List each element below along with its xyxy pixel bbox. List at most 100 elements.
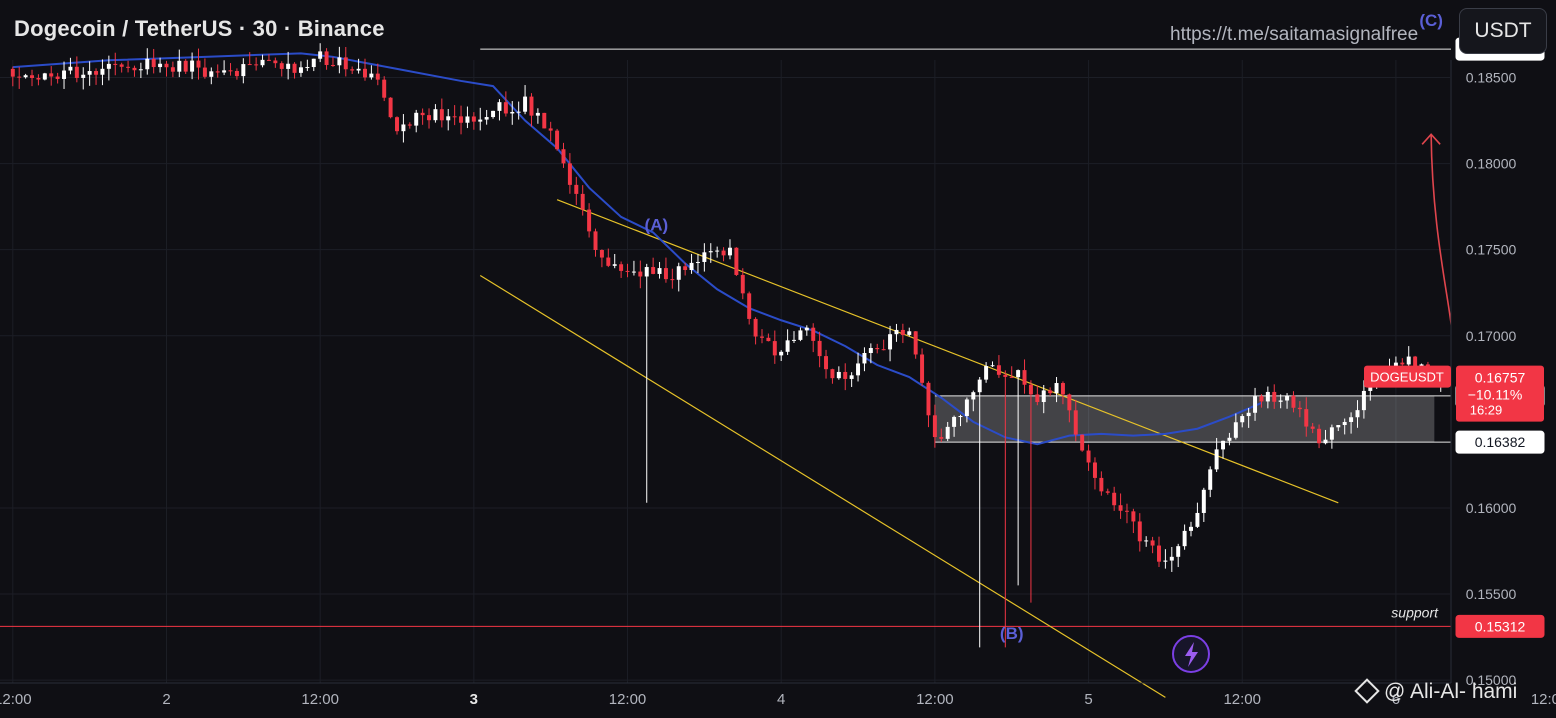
candle-body xyxy=(599,249,604,258)
candle-body xyxy=(1092,462,1097,478)
candle-body xyxy=(215,71,220,73)
candle-body xyxy=(958,416,963,418)
candle-body xyxy=(1112,492,1117,506)
candle-body xyxy=(798,330,803,340)
candle-body xyxy=(1016,370,1021,378)
candle-body xyxy=(1073,410,1078,435)
candle-body xyxy=(158,63,163,68)
candle-body xyxy=(574,184,579,194)
candle-body xyxy=(1214,449,1219,470)
candle-body xyxy=(1144,540,1149,542)
time-tick-label: 5 xyxy=(1084,691,1092,708)
candle-body xyxy=(414,112,419,126)
candle-body xyxy=(68,66,73,71)
channel-lower-line xyxy=(479,274,1166,698)
candle-body xyxy=(484,117,489,120)
candle-body xyxy=(990,365,995,367)
candle-body xyxy=(356,68,361,71)
lightning-bolt-icon[interactable] xyxy=(1172,635,1210,673)
candle-body xyxy=(708,251,713,253)
candle-body xyxy=(1227,437,1232,441)
candle-body xyxy=(977,379,982,393)
support-label: support xyxy=(1391,604,1439,620)
candle-body xyxy=(164,63,169,68)
candle-body xyxy=(1304,409,1309,427)
candle-body xyxy=(273,60,278,64)
time-tick-label: 6 xyxy=(1392,691,1400,708)
candle-body xyxy=(209,71,214,77)
candle-body xyxy=(491,110,496,118)
candle-body xyxy=(1131,511,1136,522)
candle-body xyxy=(459,116,464,123)
price-axis-bg xyxy=(1451,0,1556,718)
candle-body xyxy=(881,349,886,351)
candle-body xyxy=(888,334,893,350)
currency-button[interactable]: USDT xyxy=(1459,8,1547,54)
author-name: @ Ali-Al- hami xyxy=(1384,680,1518,703)
candle-body xyxy=(74,66,79,78)
candle-body xyxy=(1285,395,1290,401)
current-price-change: −10.11% xyxy=(1468,387,1523,403)
candle-body xyxy=(516,111,521,113)
candle-body xyxy=(446,116,451,121)
price-tick-label: 0.18500 xyxy=(1466,69,1517,85)
candle-body xyxy=(862,353,867,364)
bolt-glyph xyxy=(1185,642,1198,667)
telegram-link[interactable]: https://t.me/saitamasignalfree xyxy=(1170,24,1419,45)
candle-body xyxy=(1150,540,1155,546)
candle-body xyxy=(555,130,560,150)
candle-body xyxy=(1406,356,1411,365)
candle-body xyxy=(631,271,636,273)
candle-body xyxy=(1272,391,1277,402)
candle-body xyxy=(772,341,777,356)
candle-body xyxy=(266,59,271,61)
candle-body xyxy=(420,112,425,116)
candle-body xyxy=(1233,422,1238,438)
candle-body xyxy=(1182,530,1187,547)
candle-body xyxy=(279,63,284,69)
price-level-tag: 0.15312 xyxy=(1475,618,1526,634)
candle-body xyxy=(1009,376,1014,378)
candle-body xyxy=(1163,560,1168,562)
candle-body xyxy=(23,75,28,78)
candle-body xyxy=(676,266,681,280)
candle-body xyxy=(388,97,393,118)
price-tick-label: 0.17000 xyxy=(1466,328,1517,344)
price-level-lines: support xyxy=(0,48,1451,627)
price-level-tag-bg xyxy=(1455,614,1545,638)
candle-body xyxy=(1329,427,1334,440)
candle-body xyxy=(523,96,528,112)
wave-label: (C) xyxy=(1419,11,1443,30)
candle-body xyxy=(49,73,54,77)
current-price-tag xyxy=(1456,365,1544,422)
candle-body xyxy=(132,67,137,71)
candle-body xyxy=(1208,469,1213,490)
candle-body xyxy=(689,262,694,270)
candle-body xyxy=(286,63,291,69)
candle-body xyxy=(42,73,47,80)
candle-body xyxy=(1137,521,1142,542)
candle-body xyxy=(766,337,771,342)
candle-body xyxy=(939,437,944,439)
time-tick-label: 4 xyxy=(777,691,785,708)
candle-body xyxy=(1278,400,1283,402)
candle-body xyxy=(952,416,957,427)
candle-body xyxy=(625,270,630,272)
candle-body xyxy=(1342,421,1347,426)
candle-body xyxy=(375,73,380,80)
time-tick-label: 12:00 xyxy=(1223,691,1261,708)
time-axis[interactable]: 12:00 2 12:00 3 12:00 4 12:00 5 12:00 6 12:00 xyxy=(0,682,1556,708)
candle-body xyxy=(1253,396,1258,413)
candle-body xyxy=(100,68,105,75)
current-price-value: 0.16757 xyxy=(1475,370,1526,386)
candle-body xyxy=(234,71,239,77)
candle-body xyxy=(1221,440,1226,450)
candle-body xyxy=(1310,426,1315,429)
price-tick-label: 0.18000 xyxy=(1466,156,1517,172)
candle-body xyxy=(81,74,86,78)
candle-body xyxy=(1080,434,1085,451)
candle-body xyxy=(567,163,572,185)
candle-body xyxy=(407,124,412,126)
candle-body xyxy=(900,329,905,335)
